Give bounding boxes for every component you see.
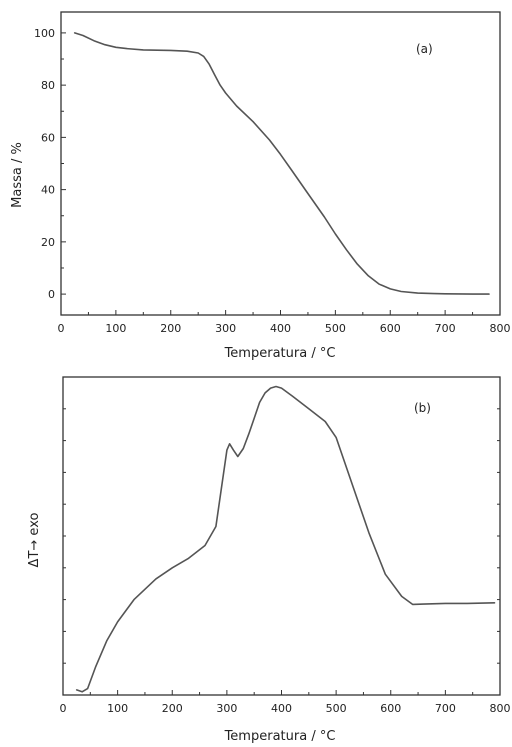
dta-x-tick-label: 400 [271, 702, 292, 715]
tga-x-tick-label: 300 [215, 322, 236, 335]
tga-ticks: 0 100 200 300 400 500 600 700 800 0 20 40 60 80 100 [34, 27, 511, 335]
tga-x-tick-label: 200 [160, 322, 181, 335]
dta-ticks: 0 100 200 300 400 500 600 700 800 [60, 408, 511, 715]
tga-x-tick-label: 600 [380, 322, 401, 335]
tga-panel: 0 100 200 300 400 500 600 700 800 0 20 40 60 80 100 (a… [10, 11, 511, 361]
tga-x-tick-label: 800 [490, 322, 511, 335]
tga-y-tick-label: 80 [41, 79, 55, 92]
tga-x-tick-label: 100 [105, 322, 126, 335]
dta-x-tick-label: 300 [216, 702, 237, 715]
tga-y-tick-label: 20 [41, 236, 55, 249]
tga-x-tick-label: 500 [325, 322, 346, 335]
dta-x-tick-label: 800 [490, 702, 511, 715]
dta-x-tick-label: 200 [162, 702, 183, 715]
dta-y-axis-label: ΔT→ exo [27, 513, 42, 568]
dta-x-tick-label: 500 [326, 702, 347, 715]
tga-x-tick-label: 700 [435, 322, 456, 335]
tga-plot-frame [60, 11, 501, 316]
tga-y-tick-label: 60 [41, 131, 55, 144]
tga-y-axis-label: Massa / % [10, 142, 25, 208]
dta-plot-frame [62, 376, 501, 696]
tga-y-tick-label: 100 [34, 27, 55, 40]
dta-x-tick-label: 700 [435, 702, 456, 715]
dta-x-tick-label: 0 [60, 702, 67, 715]
tga-x-tick-label: 0 [58, 322, 65, 335]
tga-y-tick-label: 0 [48, 288, 55, 301]
tga-x-tick-label: 400 [270, 322, 291, 335]
dta-heat-flow-curve [75, 385, 496, 693]
dta-x-axis-label: Temperatura / °C [224, 729, 336, 744]
dta-x-tick-label: 600 [380, 702, 401, 715]
dta-panel-label: (b) [414, 401, 431, 415]
dta-x-tick-label: 100 [107, 702, 128, 715]
tga-panel-label: (a) [416, 42, 433, 56]
tga-y-tick-label: 40 [41, 184, 55, 197]
tga-mass-curve [73, 32, 490, 295]
dta-panel: 0 100 200 300 400 500 600 700 800 (b) Temperatur… [27, 376, 511, 744]
tga-x-axis-label: Temperatura / °C [224, 346, 336, 361]
